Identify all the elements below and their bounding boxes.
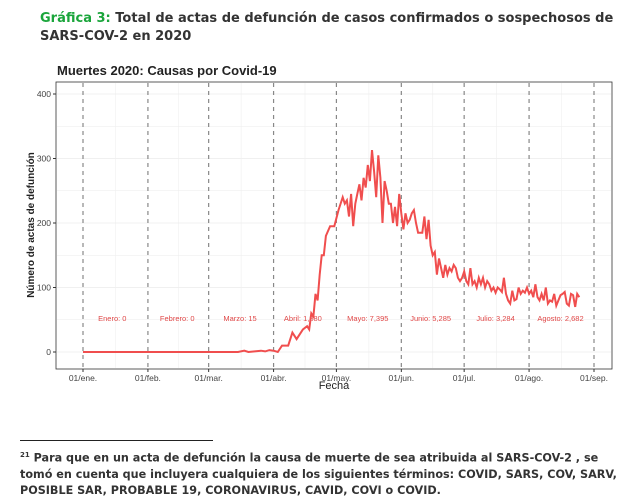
month-total-label: Julio: 3,284 — [476, 314, 514, 323]
y-tick-label: 300 — [37, 154, 51, 164]
month-annotations: Enero: 0 Febrero: 0 Marzo: 15 Abril: 1,880 M… — [98, 314, 584, 323]
caption-text: Total de actas de defunción de casos con… — [40, 11, 614, 44]
month-total-label: Enero: 0 — [98, 314, 126, 323]
x-tick-label: 01/mar. — [194, 373, 222, 383]
month-total-label: Febrero: 0 — [160, 314, 195, 323]
axes: 01/ene. 01/feb. 01/mar. 01/abr. 01/may. 01/ju… — [37, 89, 608, 383]
footnote-number: 21 — [20, 451, 30, 459]
y-tick-label: 400 — [37, 89, 51, 99]
month-total-label: Abril: 1,880 — [284, 314, 322, 323]
footnote-divider — [20, 440, 213, 441]
chart-title: Muertes 2020: Causas por Covid-19 — [57, 63, 277, 78]
x-tick-label: 01/jun. — [389, 373, 415, 383]
x-tick-label: 01/sep. — [580, 373, 608, 383]
month-total-label: Junio: 5,285 — [410, 314, 451, 323]
x-tick-label: 01/ene. — [69, 373, 97, 383]
y-tick-label: 200 — [37, 218, 51, 228]
month-total-label: Agosto: 2,682 — [537, 314, 583, 323]
month-total-label: Mayo: 7,395 — [347, 314, 388, 323]
x-axis-title: Fecha — [319, 380, 350, 392]
y-tick-label: 100 — [37, 283, 51, 293]
x-tick-label: 01/jul. — [453, 373, 476, 383]
month-total-label: Marzo: 15 — [223, 314, 256, 323]
x-tick-label: 01/may. — [322, 373, 352, 383]
caption-label: Gráfica 3: — [40, 11, 111, 26]
figure-caption: Gráfica 3: Total de actas de defunción d… — [40, 10, 630, 46]
footnote-text: Para que en un acta de defunción la caus… — [20, 451, 617, 497]
x-tick-label: 01/abr. — [261, 373, 287, 383]
footnote: 21 Para que en un acta de defunción la c… — [20, 447, 630, 499]
y-axis-title: Número de actas de defunción — [26, 152, 37, 298]
grid — [57, 83, 611, 368]
y-tick-label: 0 — [46, 347, 51, 357]
series-line — [83, 150, 581, 354]
x-tick-label: 01/ago. — [515, 373, 543, 383]
x-tick-label: 01/feb. — [135, 373, 161, 383]
